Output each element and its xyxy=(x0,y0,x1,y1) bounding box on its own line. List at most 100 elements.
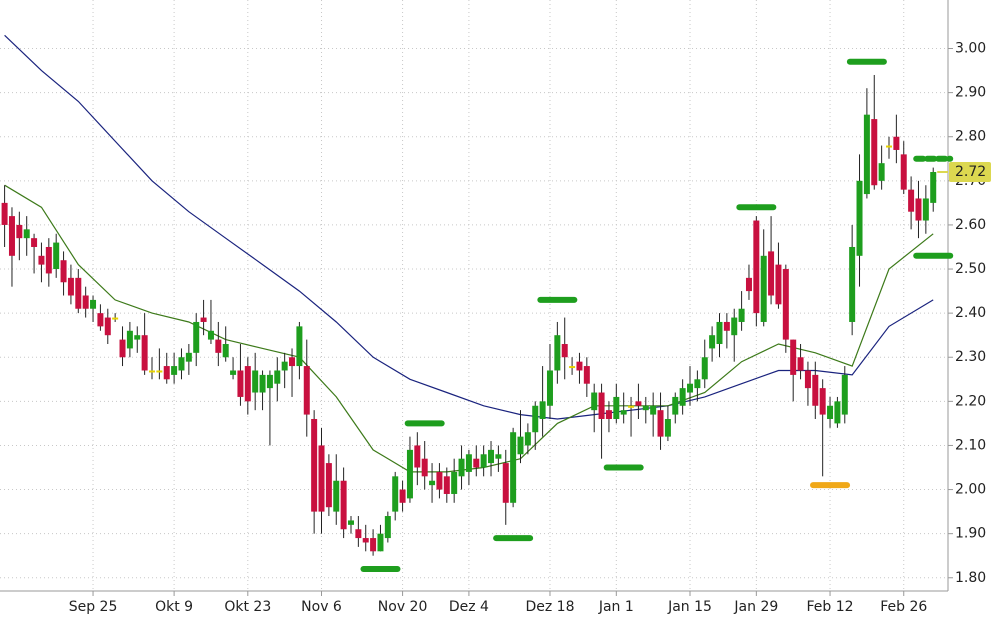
candle-body xyxy=(60,260,67,283)
candle-body xyxy=(694,379,701,389)
candle-body xyxy=(893,136,900,150)
candle-body xyxy=(347,520,354,525)
candle-body xyxy=(834,401,841,424)
candle-body xyxy=(819,388,826,415)
y-tick-label: 1.90 xyxy=(955,526,986,542)
candle-body xyxy=(790,339,797,375)
candle-body xyxy=(576,361,583,371)
candle-body xyxy=(296,326,303,367)
candle-body xyxy=(598,392,605,419)
candle-body xyxy=(642,405,649,411)
candle-body xyxy=(392,476,399,512)
candle-body xyxy=(871,119,878,186)
candle-body xyxy=(591,392,598,411)
candle-body xyxy=(561,344,568,358)
candle-body xyxy=(804,370,811,389)
candle-body xyxy=(119,339,126,358)
candle-body xyxy=(745,277,752,292)
candle-body xyxy=(605,410,612,419)
candle-body xyxy=(716,321,723,345)
candle-body xyxy=(112,317,119,320)
candle-body xyxy=(289,357,296,367)
candle-body xyxy=(325,463,332,508)
candle-body xyxy=(458,458,465,477)
candle-body xyxy=(812,374,819,406)
candle-body xyxy=(362,538,369,543)
candle-body xyxy=(863,114,870,195)
candle-body xyxy=(922,198,929,221)
candle-body xyxy=(878,163,885,181)
x-tick-label: Dez 18 xyxy=(525,599,574,615)
candle-body xyxy=(569,366,576,369)
candle-body xyxy=(443,476,450,494)
y-tick-label: 2.50 xyxy=(955,261,986,277)
x-tick-label: Okt 23 xyxy=(224,599,271,615)
y-tick-label: 2.40 xyxy=(955,305,986,321)
x-tick-label: Jan 29 xyxy=(733,599,778,615)
candle-body xyxy=(613,396,620,419)
candle-body xyxy=(827,405,834,419)
candle-body xyxy=(657,410,664,437)
candle-body xyxy=(134,335,141,340)
candle-body xyxy=(82,295,89,309)
candle-body xyxy=(333,480,340,512)
candle-body xyxy=(266,374,273,389)
candle-body xyxy=(465,454,472,472)
candle-body xyxy=(760,255,767,322)
y-tick-label: 2.00 xyxy=(955,482,986,498)
candle-body xyxy=(156,370,163,373)
candle-body xyxy=(104,317,111,336)
candle-body xyxy=(488,449,495,464)
y-tick-label: 3.00 xyxy=(955,41,986,57)
candle-body xyxy=(539,401,546,419)
candle-body xyxy=(502,463,509,503)
candle-body xyxy=(768,251,775,296)
last-price-box xyxy=(949,162,991,183)
x-tick-label: Feb 12 xyxy=(807,599,854,615)
y-tick-label: 2.80 xyxy=(955,129,986,145)
candle-body xyxy=(163,366,170,380)
candle-body xyxy=(620,410,627,415)
candle-body xyxy=(753,220,760,314)
candle-body xyxy=(886,145,892,148)
candle-body xyxy=(23,229,30,239)
candle-body xyxy=(384,516,391,539)
candle-body xyxy=(473,458,480,468)
candle-body xyxy=(628,405,635,408)
x-tick-label: Dez 4 xyxy=(449,599,489,615)
candle-body xyxy=(38,255,45,265)
candle-body xyxy=(554,335,561,371)
candle-body xyxy=(340,480,347,530)
candle-body xyxy=(841,374,848,415)
candle-body xyxy=(406,449,413,499)
x-tick-label: Nov 6 xyxy=(301,599,342,615)
candle-body xyxy=(731,317,738,336)
x-tick-label: Nov 20 xyxy=(378,599,428,615)
x-tick-label: Jan 15 xyxy=(667,599,712,615)
y-tick-label: 2.10 xyxy=(955,437,986,453)
candle-body xyxy=(355,529,362,539)
candle-body xyxy=(75,277,82,309)
candle-body xyxy=(178,357,185,371)
candle-body xyxy=(510,432,517,503)
candle-body xyxy=(782,269,789,340)
candle-body xyxy=(215,339,222,353)
candle-body xyxy=(775,264,782,305)
candle-body xyxy=(797,357,804,371)
candle-body xyxy=(414,445,421,468)
candle-body xyxy=(1,202,8,225)
candle-body xyxy=(687,383,694,393)
candle-body xyxy=(207,330,214,340)
candle-body xyxy=(546,370,553,406)
candle-body xyxy=(16,224,23,239)
candle-body xyxy=(318,445,325,512)
candle-body xyxy=(303,366,310,415)
candle-body xyxy=(370,538,377,552)
candle-body xyxy=(672,396,679,415)
moving-average-line xyxy=(4,184,934,473)
candle-body xyxy=(399,489,406,503)
candle-body xyxy=(8,216,15,256)
candle-body xyxy=(738,308,745,322)
candle-body xyxy=(900,154,907,190)
candle-body xyxy=(635,401,642,406)
